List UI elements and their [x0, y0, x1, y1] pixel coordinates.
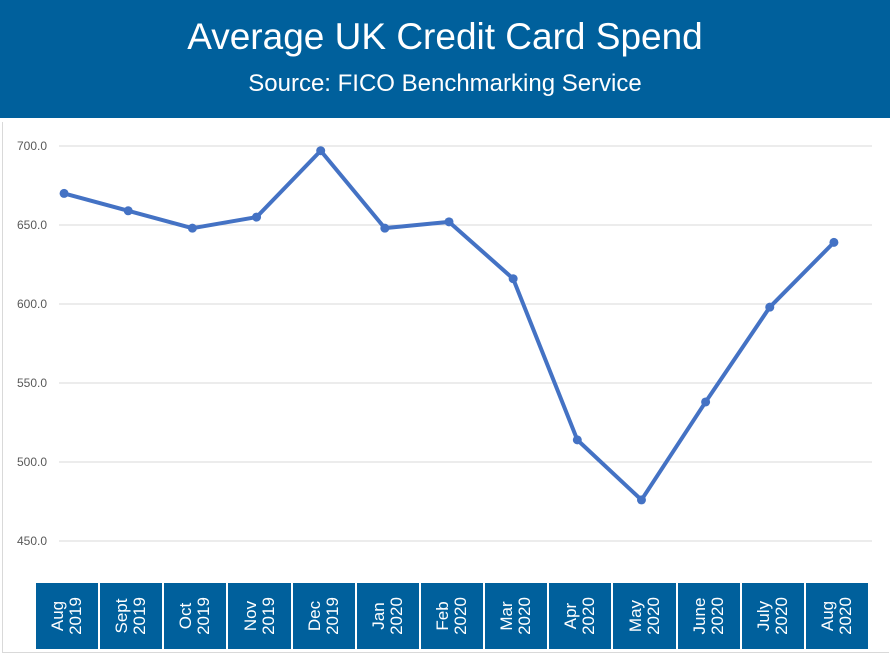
data-point: [252, 212, 262, 222]
data-point: [187, 223, 197, 233]
y-tick-label: 450.0: [17, 534, 47, 548]
x-tick-text: Mar 2020: [497, 597, 535, 635]
x-tick-text: Aug 2019: [48, 597, 86, 635]
chart-subtitle: Source: FICO Benchmarking Service: [248, 70, 642, 97]
x-tick-label: June 2020: [677, 583, 740, 649]
data-point: [123, 206, 133, 216]
data-point: [380, 223, 390, 233]
x-tick-text: June 2020: [689, 597, 727, 635]
y-tick-label: 650.0: [17, 218, 47, 232]
x-tick-text: Aug 2020: [817, 597, 855, 635]
data-point: [444, 217, 454, 227]
plot-frame: [2, 122, 889, 653]
data-point: [701, 397, 711, 407]
data-point: [316, 146, 326, 156]
x-tick-text: Feb 2020: [432, 597, 470, 635]
y-tick-label: 500.0: [17, 455, 47, 469]
x-tick-text: Sept 2019: [112, 597, 150, 635]
series-line: [63, 148, 836, 502]
x-tick-label: May 2020: [613, 583, 676, 649]
data-point: [765, 302, 775, 312]
x-tick-label: Sept 2019: [100, 583, 163, 649]
x-tick-label: July 2020: [741, 583, 804, 649]
y-tick-label: 550.0: [17, 376, 47, 390]
x-tick-label: Dec 2019: [292, 583, 355, 649]
x-tick-label: Oct 2019: [164, 583, 227, 649]
x-tick-label: Apr 2020: [549, 583, 612, 649]
y-tick-label: 700.0: [17, 139, 47, 153]
chart-header: Average UK Credit Card Spend Source: FIC…: [0, 0, 890, 118]
x-tick-text: Nov 2019: [240, 597, 278, 635]
x-tick-label: Aug 2019: [36, 583, 99, 649]
x-tick-label: Nov 2019: [228, 583, 291, 649]
data-point: [829, 237, 839, 247]
x-tick-label: Jan 2020: [356, 583, 419, 649]
data-point: [508, 274, 518, 284]
x-tick-text: Apr 2020: [561, 597, 599, 635]
data-point: [59, 188, 69, 198]
chart-title: Average UK Credit Card Spend: [187, 16, 703, 57]
y-tick-label: 600.0: [17, 297, 47, 311]
x-tick-label: Feb 2020: [420, 583, 484, 649]
x-tick-text: July 2020: [753, 597, 791, 635]
data-point: [636, 495, 646, 505]
x-tick-text: Jan 2020: [368, 597, 406, 635]
x-tick-label: Mar 2020: [485, 583, 548, 649]
x-tick-text: May 2020: [625, 597, 663, 635]
x-tick-label: Aug 2020: [805, 583, 868, 649]
data-point: [572, 435, 582, 445]
x-tick-text: Dec 2019: [304, 597, 342, 635]
x-tick-text: Oct 2019: [176, 597, 214, 635]
